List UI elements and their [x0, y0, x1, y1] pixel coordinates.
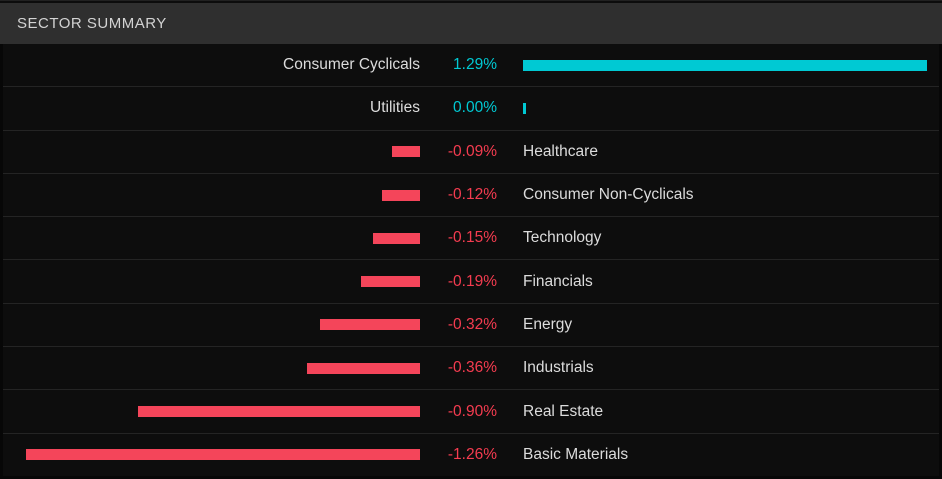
sector-bar: [320, 319, 420, 331]
sector-bar: [138, 406, 420, 418]
row-right-zone: Financials: [523, 273, 939, 291]
sector-row[interactable]: -0.19% Financials: [3, 259, 939, 303]
sector-value: -0.12%: [447, 186, 497, 204]
sector-label: Financials: [523, 272, 593, 290]
sector-label: Technology: [523, 229, 602, 247]
row-left-zone: [3, 146, 420, 158]
sector-row[interactable]: -0.12% Consumer Non-Cyclicals: [3, 172, 939, 217]
sector-value: -0.36%: [447, 359, 497, 377]
sector-label: Basic Materials: [523, 445, 629, 463]
sector-label: Healthcare: [523, 142, 598, 160]
panel-title: SECTOR SUMMARY: [17, 15, 167, 32]
sector-value: -1.26%: [447, 445, 497, 463]
sector-label: Energy: [523, 315, 573, 333]
sector-value: -0.15%: [447, 229, 497, 247]
sector-value: -0.19%: [447, 272, 497, 290]
row-right-zone: Technology: [523, 229, 939, 247]
sector-label: Industrials: [523, 359, 594, 377]
row-left-zone: [3, 362, 420, 374]
sector-row[interactable]: -0.15% Technology: [3, 216, 939, 260]
row-right-zone: Basic Materials: [523, 446, 939, 464]
sector-value: 1.29%: [453, 56, 497, 74]
row-right-zone: Real Estate: [523, 403, 939, 421]
sector-value: -0.32%: [447, 315, 497, 333]
row-left-zone: [3, 276, 420, 288]
sector-label: Real Estate: [523, 402, 604, 420]
sector-bar: [523, 59, 927, 71]
sector-bar: [361, 276, 420, 288]
sector-value: -0.09%: [447, 142, 497, 160]
row-left-zone: [3, 189, 420, 201]
sector-label: Consumer Non-Cyclicals: [523, 186, 694, 204]
top-border: [0, 0, 942, 3]
row-right-zone: Healthcare: [523, 143, 939, 161]
row-right-zone: [523, 102, 939, 114]
sector-bar: [382, 189, 420, 201]
sector-row[interactable]: -0.90% Real Estate: [3, 389, 939, 433]
sector-bar: [392, 146, 420, 158]
sector-row[interactable]: Utilities 0.00%: [3, 86, 939, 130]
row-left-zone: [3, 449, 420, 461]
row-right-zone: Energy: [523, 316, 939, 334]
row-right-zone: Industrials: [523, 359, 939, 377]
row-right-zone: [523, 59, 939, 71]
row-right-zone: Consumer Non-Cyclicals: [523, 186, 939, 204]
row-left-zone: [3, 232, 420, 244]
sector-value: -0.90%: [447, 402, 497, 420]
sector-row[interactable]: -0.36% Industrials: [3, 346, 939, 390]
sector-value: 0.00%: [453, 99, 497, 117]
sector-row[interactable]: -1.26% Basic Materials: [3, 432, 939, 476]
sector-rows-container: Consumer Cyclicals 1.29% Utilities 0.00%…: [0, 44, 942, 479]
panel-header: SECTOR SUMMARY: [0, 3, 942, 44]
row-left-zone: Utilities: [3, 99, 420, 117]
sector-bar: [26, 449, 420, 461]
row-left-zone: Consumer Cyclicals: [3, 56, 420, 74]
row-left-zone: [3, 406, 420, 418]
sector-bar: [307, 362, 420, 374]
sector-row[interactable]: Consumer Cyclicals 1.29%: [3, 44, 939, 87]
row-left-zone: [3, 319, 420, 331]
sector-row[interactable]: -0.32% Energy: [3, 302, 939, 347]
sector-label: Consumer Cyclicals: [283, 56, 420, 74]
sector-bar: [523, 102, 526, 114]
sector-label: Utilities: [370, 99, 420, 117]
sector-row[interactable]: -0.09% Healthcare: [3, 129, 939, 173]
sector-bar: [373, 232, 420, 244]
